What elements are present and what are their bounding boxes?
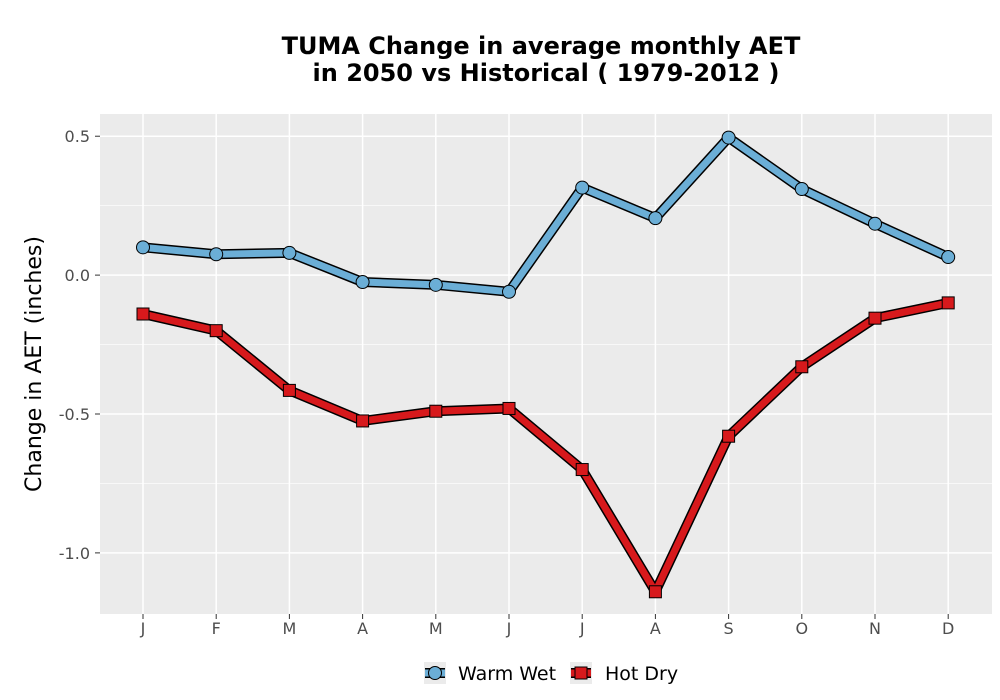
data-point xyxy=(648,211,663,226)
legend-key-marker xyxy=(428,666,442,680)
data-point xyxy=(502,284,516,299)
grid-lines xyxy=(100,114,992,614)
series-line xyxy=(139,134,952,296)
data-point xyxy=(722,429,736,443)
data-point xyxy=(282,245,297,260)
data-point xyxy=(648,585,662,599)
y-tick-label: 0.0 xyxy=(65,266,90,285)
data-point xyxy=(575,463,589,477)
x-tick-label: M xyxy=(282,619,296,638)
data-point xyxy=(575,180,590,195)
y-tick-label: 0.5 xyxy=(65,127,90,146)
x-tick-label: S xyxy=(724,619,734,638)
x-tick-label: A xyxy=(650,619,661,638)
x-tick-label: D xyxy=(942,619,954,638)
data-point xyxy=(209,324,223,338)
data-point xyxy=(355,275,370,290)
data-point xyxy=(941,296,955,310)
chart-title-line-2: in 2050 vs Historical ( 1979-2012 ) xyxy=(313,59,780,87)
x-tick-label: F xyxy=(212,619,221,638)
data-point xyxy=(282,383,296,397)
data-point xyxy=(356,414,370,428)
x-tick-label: J xyxy=(506,619,512,638)
x-tick-label: M xyxy=(429,619,443,638)
x-tick-label: J xyxy=(140,619,146,638)
series-markers xyxy=(136,130,956,599)
legend-label: Warm Wet xyxy=(458,663,556,685)
data-point xyxy=(795,360,809,374)
chart-title-line-1: TUMA Change in average monthly AET xyxy=(282,32,801,60)
data-point xyxy=(868,216,882,231)
plot-panel xyxy=(100,114,992,614)
data-point xyxy=(794,182,809,196)
y-axis-title: Change in AET (inches) xyxy=(22,236,47,492)
data-point xyxy=(428,277,443,292)
data-point xyxy=(209,247,224,262)
x-tick-label: A xyxy=(357,619,368,638)
data-point xyxy=(429,404,443,418)
x-tick-label: N xyxy=(869,619,881,638)
y-axis-ticks: 0.5 0.0 -0.5 -1.0 xyxy=(59,127,100,563)
data-point xyxy=(136,307,150,321)
y-tick-label: -1.0 xyxy=(59,544,90,563)
data-point xyxy=(868,311,882,325)
data-point xyxy=(502,401,516,415)
data-point xyxy=(721,130,736,145)
data-point xyxy=(941,250,956,265)
x-tick-label: O xyxy=(796,619,809,638)
legend-key-marker xyxy=(574,666,588,680)
series-lines xyxy=(138,132,954,597)
data-point xyxy=(136,240,150,255)
legend-label: Hot Dry xyxy=(605,663,678,685)
y-tick-label: -0.5 xyxy=(59,405,90,424)
legend: Warm Wet Hot Dry xyxy=(424,662,678,685)
series-line xyxy=(139,299,952,596)
x-tick-label: J xyxy=(579,619,585,638)
